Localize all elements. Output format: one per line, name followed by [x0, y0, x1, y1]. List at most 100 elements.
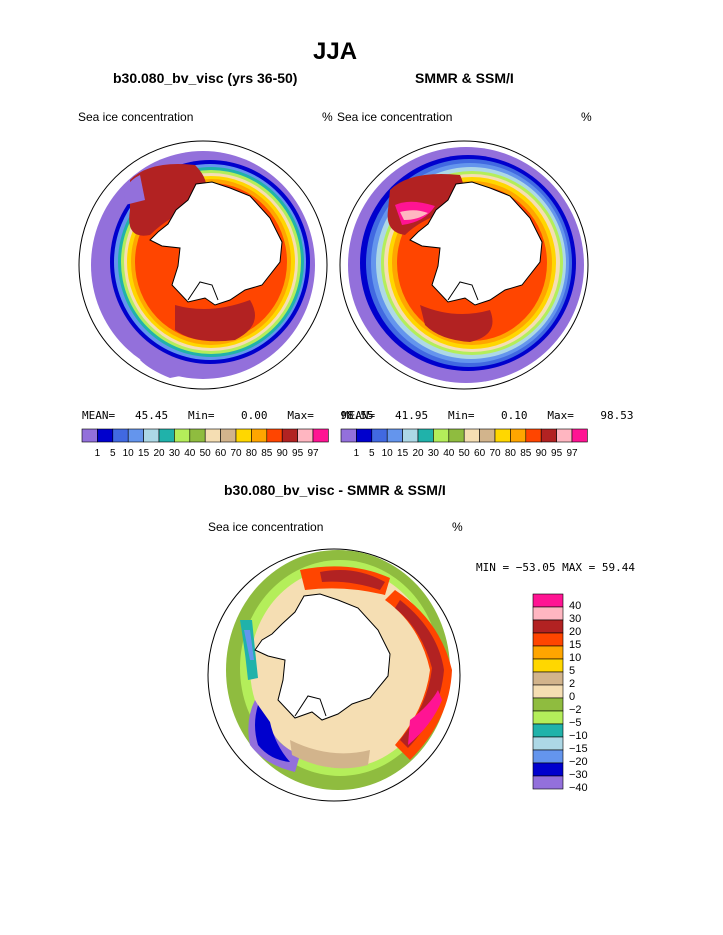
colorbar-swatch — [532, 723, 564, 738]
colorbar-swatch — [281, 428, 298, 443]
difference-field-label: Sea ice concentration — [208, 520, 324, 534]
colorbar-tick-label: 60 — [474, 448, 486, 459]
model-field-label: Sea ice concentration — [78, 110, 194, 124]
colorbar-swatch — [312, 428, 329, 443]
colorbar-swatch — [532, 593, 564, 608]
colorbar-swatch — [266, 428, 283, 443]
colorbar-tick-label: 97 — [566, 448, 578, 459]
min-value: 0.00 — [241, 409, 268, 422]
colorbar-tick-label: 1 — [354, 448, 360, 459]
mean-value: 41.95 — [395, 409, 429, 422]
colorbar-tick-label: 40 — [184, 448, 196, 459]
difference-subtitle: b30.080_bv_visc - SMMR & SSM/I — [224, 482, 446, 498]
colorbar-tick-label: 60 — [215, 448, 227, 459]
colorbar-tick-label: 20 — [412, 448, 424, 459]
colorbar-tick-label: −5 — [569, 717, 582, 729]
colorbar-swatch — [532, 684, 564, 699]
colorbar-tick-label: 90 — [277, 448, 289, 459]
colorbar-swatch — [174, 428, 191, 443]
min-value: 0.10 — [501, 409, 528, 422]
colorbar-tick-label: 20 — [153, 448, 165, 459]
colorbar-swatch — [189, 428, 206, 443]
colorbar-swatch — [127, 428, 144, 443]
mean-label: MEAN= — [342, 409, 376, 422]
colorbar-swatch — [532, 606, 564, 621]
colorbar-swatch — [204, 428, 221, 443]
colorbar-swatch — [532, 749, 564, 764]
colorbar-swatch — [525, 428, 542, 443]
colorbar-tick-label: 20 — [569, 626, 581, 638]
colorbar-tick-label: 1 — [95, 448, 101, 459]
colorbar-tick-label: 40 — [569, 600, 581, 612]
colorbar-swatch — [386, 428, 403, 443]
colorbar-swatch — [556, 428, 573, 443]
model-colorbar: 1 5 10 15 20 30 40 50 60 70 80 85 90 95 97 — [81, 428, 329, 459]
obs-units-label: % — [581, 110, 592, 124]
colorbar-swatch — [532, 697, 564, 712]
colorbar-swatch — [356, 428, 373, 443]
min-label: Min= — [188, 409, 215, 422]
colorbar-tick-label: 95 — [292, 448, 304, 459]
max-value: 98.55 — [340, 409, 374, 422]
difference-map — [207, 548, 461, 802]
obs-sea-ice-map — [339, 140, 589, 390]
colorbar-tick-label: 30 — [169, 448, 181, 459]
colorbar-swatch — [510, 428, 527, 443]
colorbar-swatch — [571, 428, 588, 443]
mean-label: MEAN= — [82, 409, 116, 422]
model-panel-subtitle: b30.080_bv_visc (yrs 36-50) — [113, 70, 298, 86]
colorbar-swatch — [158, 428, 175, 443]
colorbar-swatch — [251, 428, 268, 443]
colorbar-tick-label: 2 — [569, 678, 575, 690]
colorbar-tick-label: 80 — [505, 448, 517, 459]
colorbar-tick-label: 10 — [569, 652, 581, 664]
colorbar-tick-label: 15 — [569, 639, 581, 651]
colorbar-tick-label: 90 — [536, 448, 548, 459]
difference-units-label: % — [452, 520, 463, 534]
colorbar-swatch — [220, 428, 237, 443]
colorbar-tick-label: −20 — [569, 756, 588, 768]
colorbar-swatch — [448, 428, 465, 443]
obs-colorbar: 1 5 10 15 20 30 40 50 60 70 80 85 90 95 97 — [340, 428, 588, 459]
colorbar-swatch — [433, 428, 450, 443]
colorbar-tick-label: 10 — [382, 448, 394, 459]
colorbar-swatch — [417, 428, 434, 443]
colorbar-tick-label: −30 — [569, 769, 588, 781]
colorbar-tick-label: 30 — [428, 448, 440, 459]
colorbar-swatch — [81, 428, 98, 443]
colorbar-tick-label: 30 — [569, 613, 581, 625]
colorbar-tick-label: 15 — [397, 448, 409, 459]
colorbar-swatch — [112, 428, 129, 443]
max-label: Max= — [547, 409, 574, 422]
colorbar-swatch — [235, 428, 252, 443]
colorbar-tick-label: 40 — [443, 448, 455, 459]
colorbar-tick-label: 80 — [246, 448, 258, 459]
colorbar-tick-label: −15 — [569, 743, 588, 755]
colorbar-swatch — [97, 428, 114, 443]
model-stats: MEAN= 45.45 Min= 0.00 Max= 98.55 — [82, 409, 374, 422]
model-sea-ice-map — [78, 140, 328, 390]
page-title: JJA — [313, 38, 358, 65]
colorbar-swatch — [371, 428, 388, 443]
colorbar-tick-label: 15 — [138, 448, 150, 459]
mean-value: 45.45 — [135, 409, 169, 422]
colorbar-tick-label: 97 — [307, 448, 319, 459]
colorbar-tick-label: 85 — [261, 448, 273, 459]
colorbar-swatch — [532, 658, 564, 673]
colorbar-swatch — [340, 428, 357, 443]
colorbar-tick-label: 5 — [110, 448, 116, 459]
max-label: Max= — [287, 409, 314, 422]
colorbar-swatch — [540, 428, 557, 443]
colorbar-swatch — [479, 428, 496, 443]
colorbar-swatch — [532, 645, 564, 660]
colorbar-swatch — [297, 428, 314, 443]
colorbar-swatch — [532, 775, 564, 790]
model-units-label: % — [322, 110, 333, 124]
colorbar-swatch — [402, 428, 419, 443]
obs-panel-subtitle: SMMR & SSM/I — [415, 70, 514, 86]
colorbar-tick-label: −40 — [569, 782, 588, 794]
colorbar-swatch — [532, 736, 564, 751]
colorbar-tick-label: 5 — [369, 448, 375, 459]
